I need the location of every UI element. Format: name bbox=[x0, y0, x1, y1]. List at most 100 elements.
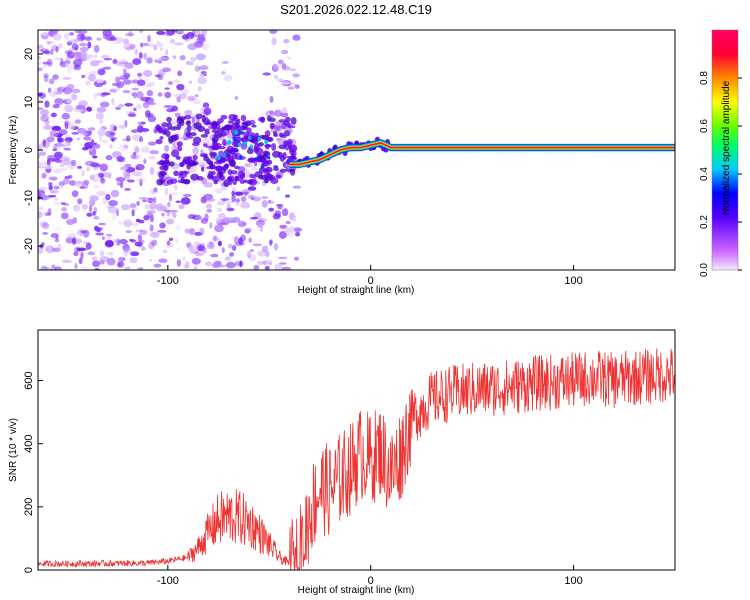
heatmap-cell bbox=[49, 266, 57, 270]
y-tick-label: 600 bbox=[23, 371, 35, 389]
heatmap-cell bbox=[149, 214, 154, 223]
heatmap-cell bbox=[115, 208, 120, 217]
heatmap-cell bbox=[277, 59, 284, 65]
y-tick-label: 20 bbox=[23, 48, 35, 60]
heatmap-cell bbox=[86, 166, 90, 172]
heatmap-cell bbox=[141, 42, 150, 47]
heatmap-cell bbox=[107, 174, 112, 179]
heatmap-cell bbox=[46, 40, 52, 44]
heatmap-cell bbox=[231, 190, 235, 196]
heatmap-cell bbox=[242, 191, 249, 195]
heatmap-cell bbox=[38, 143, 43, 150]
heatmap-cell bbox=[175, 200, 181, 204]
heatmap-cell bbox=[229, 252, 235, 257]
heatmap-cell bbox=[208, 151, 218, 156]
heatmap-cell bbox=[136, 200, 140, 207]
heatmap-cell bbox=[262, 72, 272, 76]
heatmap-cell bbox=[206, 241, 215, 250]
heatmap-cell bbox=[226, 203, 231, 211]
heatmap-cell bbox=[64, 49, 73, 55]
heatmap-cell bbox=[231, 244, 237, 252]
heatmap-cell bbox=[81, 203, 88, 210]
heatmap-cell bbox=[38, 56, 42, 60]
heatmap-cell bbox=[192, 136, 202, 145]
heatmap-cell bbox=[77, 198, 83, 205]
heatmap-cell bbox=[253, 264, 260, 270]
heatmap-cell bbox=[244, 227, 252, 233]
heatmap-cell bbox=[50, 112, 57, 118]
heatmap-cell bbox=[268, 117, 276, 123]
heatmap-cell bbox=[227, 169, 233, 175]
heatmap-cell bbox=[240, 188, 251, 195]
top-y-axis: -20 -10 0 10 20 bbox=[23, 48, 43, 254]
heatmap-cell bbox=[171, 149, 180, 158]
heatmap-cell bbox=[66, 97, 72, 104]
heatmap-cell bbox=[269, 110, 274, 115]
heatmap-cell bbox=[41, 232, 49, 235]
heatmap-cell bbox=[96, 37, 102, 41]
heatmap-cell bbox=[102, 66, 112, 70]
heatmap-cell bbox=[143, 214, 150, 221]
heatmap-cell bbox=[216, 155, 221, 161]
heatmap-cell bbox=[222, 138, 227, 147]
heatmap-cell bbox=[197, 86, 202, 92]
heatmap-cell bbox=[44, 119, 50, 126]
heatmap-cell bbox=[140, 146, 150, 153]
heatmap-cell bbox=[147, 113, 154, 117]
heatmap-cell bbox=[171, 209, 175, 216]
heatmap-cell bbox=[171, 30, 179, 33]
y-tick-label: 400 bbox=[23, 435, 35, 453]
heatmap-cell bbox=[84, 141, 94, 149]
heatmap-cell bbox=[69, 32, 75, 36]
heatmap-cell bbox=[109, 88, 118, 93]
heatmap-cell bbox=[108, 200, 118, 207]
heatmap-cell bbox=[48, 78, 55, 85]
heatmap-cell bbox=[257, 142, 264, 147]
heatmap-cell bbox=[192, 154, 198, 161]
heatmap-cell bbox=[228, 113, 237, 121]
heatmap-cell bbox=[194, 30, 201, 36]
heatmap-cell bbox=[89, 138, 95, 147]
heatmap-cell bbox=[59, 184, 64, 190]
heatmap-cell bbox=[156, 30, 166, 35]
heatmap-cell bbox=[221, 247, 225, 254]
heatmap-cell bbox=[65, 237, 74, 244]
heatmap-cell bbox=[253, 146, 259, 154]
heatmap-cell bbox=[248, 216, 252, 222]
heatmap-cell bbox=[157, 125, 163, 134]
heatmap-cell bbox=[53, 151, 63, 160]
heatmap-cell bbox=[38, 62, 42, 66]
heatmap-cell bbox=[273, 167, 279, 172]
heatmap-cell bbox=[251, 124, 257, 128]
heatmap-cell bbox=[76, 33, 86, 42]
heatmap-cell bbox=[78, 128, 89, 136]
heatmap-cell bbox=[143, 69, 153, 78]
heatmap-cell bbox=[90, 162, 99, 168]
heatmap-cell bbox=[154, 59, 158, 63]
heatmap-cell bbox=[109, 136, 118, 141]
heatmap-cell bbox=[63, 147, 72, 151]
heatmap-cell bbox=[227, 243, 233, 249]
heatmap-cell bbox=[181, 88, 190, 96]
heatmap-cell bbox=[147, 115, 157, 123]
heatmap-cell bbox=[61, 144, 66, 148]
heatmap-cell bbox=[287, 125, 296, 129]
heatmap-cell bbox=[235, 201, 239, 207]
heatmap-cell bbox=[227, 139, 232, 145]
heatmap-cell bbox=[173, 184, 178, 190]
heatmap-cell bbox=[269, 122, 275, 130]
heatmap-cell bbox=[194, 65, 201, 72]
heatmap-cell bbox=[164, 154, 170, 160]
heatmap-cell bbox=[38, 210, 43, 219]
heatmap-cell bbox=[273, 74, 279, 80]
heatmap-cell bbox=[115, 177, 126, 183]
heatmap-cell bbox=[87, 127, 96, 131]
heatmap-cell bbox=[200, 217, 209, 224]
heatmap-cell bbox=[133, 92, 137, 99]
heatmap-cell bbox=[146, 210, 156, 214]
heatmap-cell bbox=[240, 114, 247, 122]
heatmap-cell bbox=[67, 121, 77, 126]
heatmap-cell bbox=[47, 208, 52, 216]
heatmap-cell bbox=[159, 170, 168, 176]
heatmap-cell bbox=[80, 230, 88, 234]
